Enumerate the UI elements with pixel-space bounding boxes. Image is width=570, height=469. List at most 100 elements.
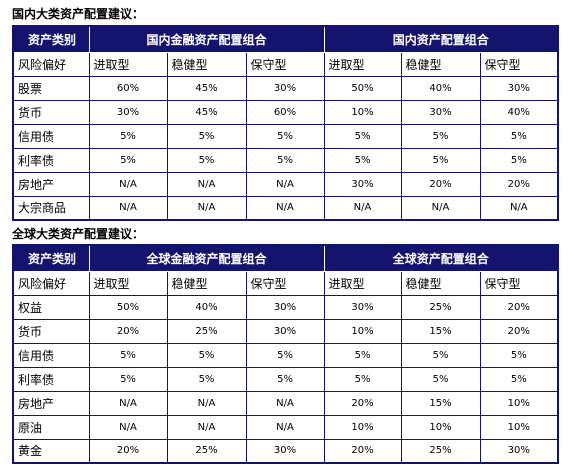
- domestic-section-title: 国内大类资产配置建议：: [12, 7, 145, 21]
- table-row: 利率债 5% 5% 5% 5% 5% 5%: [12, 366, 559, 392]
- group1-header: 国内金融资产配置组合: [88, 25, 325, 53]
- allocation-value-cell: 40%: [166, 294, 247, 320]
- allocation-value-cell: 30%: [323, 171, 402, 197]
- allocation-value-cell: 25%: [166, 318, 247, 344]
- asset-name-cell: 信用债: [12, 342, 90, 368]
- table-row: 货币 20% 25% 30% 10% 15% 20%: [12, 318, 559, 344]
- allocation-value-cell: N/A: [400, 195, 481, 221]
- risk-profile-cell: 稳健型: [400, 270, 481, 296]
- allocation-value-cell: 5%: [88, 366, 168, 392]
- allocation-value-cell: 5%: [166, 366, 247, 392]
- asset-category-header: 资产类别: [12, 25, 90, 53]
- allocation-value-cell: 5%: [88, 342, 168, 368]
- table-row: 信用债 5% 5% 5% 5% 5% 5%: [12, 123, 559, 149]
- allocation-value-cell: 5%: [479, 366, 559, 392]
- risk-profile-cell: 保守型: [479, 270, 559, 296]
- allocation-value-cell: 5%: [323, 366, 402, 392]
- allocation-value-cell: 20%: [88, 318, 168, 344]
- allocation-value-cell: N/A: [166, 171, 247, 197]
- allocation-value-cell: 30%: [479, 75, 559, 101]
- asset-name-cell: 大宗商品: [12, 195, 90, 221]
- allocation-value-cell: 50%: [88, 294, 168, 320]
- allocation-value-cell: 25%: [166, 438, 247, 464]
- allocation-value-cell: 5%: [479, 147, 559, 173]
- asset-name-cell: 原油: [12, 414, 90, 440]
- table-row: 原油 N/A N/A N/A 10% 10% 10%: [12, 414, 559, 440]
- allocation-value-cell: 45%: [166, 99, 247, 125]
- group1-header: 全球金融资产配置组合: [88, 244, 325, 272]
- risk-preference-label: 风险偏好: [12, 270, 90, 296]
- allocation-value-cell: 5%: [245, 123, 325, 149]
- risk-profile-cell: 进取型: [323, 51, 402, 77]
- allocation-value-cell: 5%: [400, 147, 481, 173]
- allocation-value-cell: 5%: [166, 147, 247, 173]
- table-header-row: 资产类别 国内金融资产配置组合 国内资产配置组合: [12, 25, 559, 53]
- risk-profile-cell: 保守型: [479, 51, 559, 77]
- asset-name-cell: 房地产: [12, 171, 90, 197]
- allocation-value-cell: 5%: [245, 342, 325, 368]
- allocation-value-cell: 5%: [245, 366, 325, 392]
- table-row: 大宗商品 N/A N/A N/A N/A N/A N/A: [12, 195, 559, 221]
- allocation-value-cell: 10%: [479, 390, 559, 416]
- allocation-value-cell: 5%: [479, 342, 559, 368]
- allocation-value-cell: 5%: [400, 342, 481, 368]
- risk-profile-cell: 进取型: [323, 270, 402, 296]
- risk-profile-row: 风险偏好 进取型 稳健型 保守型 进取型 稳健型 保守型: [12, 51, 559, 77]
- allocation-value-cell: N/A: [88, 390, 168, 416]
- allocation-value-cell: 10%: [400, 414, 481, 440]
- allocation-value-cell: 30%: [323, 294, 402, 320]
- allocation-value-cell: 30%: [245, 438, 325, 464]
- risk-profile-cell: 进取型: [88, 51, 168, 77]
- allocation-value-cell: 5%: [323, 123, 402, 149]
- table-row: 黄金 20% 25% 30% 20% 25% 30%: [12, 438, 559, 464]
- allocation-value-cell: N/A: [166, 414, 247, 440]
- asset-name-cell: 信用债: [12, 123, 90, 149]
- allocation-value-cell: 5%: [245, 147, 325, 173]
- asset-name-cell: 利率债: [12, 147, 90, 173]
- allocation-value-cell: N/A: [166, 390, 247, 416]
- allocation-value-cell: 40%: [479, 99, 559, 125]
- allocation-value-cell: 10%: [479, 414, 559, 440]
- allocation-value-cell: 25%: [400, 294, 481, 320]
- asset-name-cell: 房地产: [12, 390, 90, 416]
- allocation-value-cell: 20%: [400, 171, 481, 197]
- allocation-value-cell: 10%: [323, 414, 402, 440]
- table-row: 利率债 5% 5% 5% 5% 5% 5%: [12, 147, 559, 173]
- domestic-allocation-table: 资产类别 国内金融资产配置组合 国内资产配置组合 风险偏好 进取型 稳健型 保守型 进取型 稳健…: [12, 25, 560, 221]
- global-section-title: 全球大类资产配置建议：: [12, 227, 145, 241]
- allocation-value-cell: N/A: [88, 195, 168, 221]
- allocation-value-cell: 5%: [400, 366, 481, 392]
- allocation-value-cell: 20%: [323, 390, 402, 416]
- allocation-value-cell: 30%: [245, 294, 325, 320]
- risk-profile-cell: 稳健型: [166, 270, 247, 296]
- table-header-row: 资产类别 全球金融资产配置组合 全球资产配置组合: [12, 244, 559, 272]
- allocation-value-cell: 40%: [400, 75, 481, 101]
- allocation-value-cell: 45%: [166, 75, 247, 101]
- allocation-value-cell: 5%: [166, 123, 247, 149]
- asset-name-cell: 权益: [12, 294, 90, 320]
- allocation-value-cell: 5%: [323, 342, 402, 368]
- allocation-value-cell: 25%: [400, 438, 481, 464]
- table-row: 货币 30% 45% 60% 10% 30% 40%: [12, 99, 559, 125]
- asset-name-cell: 利率债: [12, 366, 90, 392]
- risk-profile-cell: 保守型: [245, 270, 325, 296]
- asset-name-cell: 股票: [12, 75, 90, 101]
- allocation-value-cell: N/A: [245, 195, 325, 221]
- group2-header: 国内资产配置组合: [323, 25, 559, 53]
- allocation-value-cell: 5%: [479, 123, 559, 149]
- allocation-value-cell: N/A: [245, 414, 325, 440]
- group2-header: 全球资产配置组合: [323, 244, 559, 272]
- allocation-value-cell: 15%: [400, 318, 481, 344]
- table-row: 房地产 N/A N/A N/A 30% 20% 20%: [12, 171, 559, 197]
- allocation-value-cell: 30%: [479, 438, 559, 464]
- global-allocation-table: 资产类别 全球金融资产配置组合 全球资产配置组合 风险偏好 进取型 稳健型 保守型 进取型 稳健…: [12, 244, 560, 464]
- asset-name-cell: 货币: [12, 318, 90, 344]
- allocation-value-cell: N/A: [479, 195, 559, 221]
- asset-name-cell: 黄金: [12, 438, 90, 464]
- allocation-value-cell: 5%: [166, 342, 247, 368]
- allocation-value-cell: N/A: [166, 195, 247, 221]
- allocation-value-cell: N/A: [88, 171, 168, 197]
- allocation-value-cell: 15%: [400, 390, 481, 416]
- allocation-value-cell: 20%: [479, 318, 559, 344]
- table-row: 房地产 N/A N/A N/A 20% 15% 10%: [12, 390, 559, 416]
